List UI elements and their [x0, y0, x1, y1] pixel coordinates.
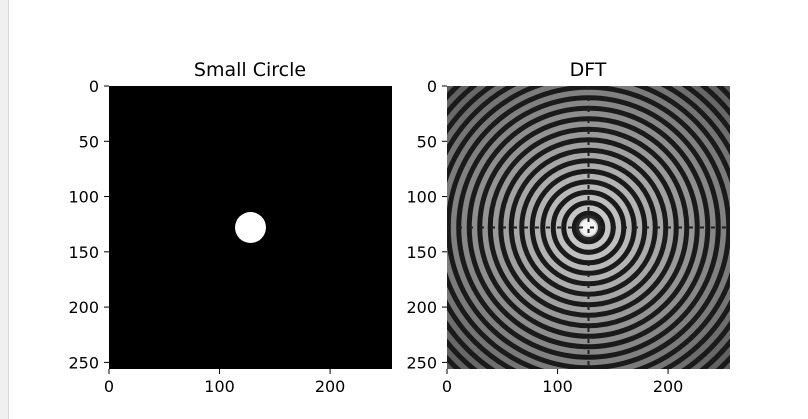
y-tick-label: 250	[406, 353, 437, 372]
y-tick-label: 200	[68, 298, 99, 317]
x-tick-label: 200	[653, 377, 684, 396]
y-tick-label: 100	[68, 188, 99, 207]
x-tick-label: 100	[204, 377, 235, 396]
x-tick-label: 200	[315, 377, 346, 396]
chart-title: Small Circle	[194, 59, 306, 81]
dft-panel: DFT 0 100 200 0 50 100 150 200 250	[406, 59, 730, 396]
dft-center-peak	[580, 219, 597, 236]
y-tick-label: 150	[68, 243, 99, 262]
dft-center-ring	[576, 215, 601, 240]
y-tick-label: 250	[68, 353, 99, 372]
dft-spectrum	[447, 86, 730, 369]
small-circle-panel: Small Circle 0 100 200 0 50 100 150 200 250	[68, 59, 392, 396]
window-left-edge	[0, 0, 9, 419]
small-circle	[235, 212, 266, 243]
x-tick-label: 0	[442, 377, 452, 396]
y-tick-label: 200	[406, 298, 437, 317]
y-tick-label: 0	[427, 77, 437, 96]
y-tick-label: 50	[79, 132, 99, 151]
x-tick-label: 0	[104, 377, 114, 396]
y-tick-label: 150	[406, 243, 437, 262]
axis-ticks: 0 100 200 0 50 100 150 200 250	[68, 77, 345, 396]
y-tick-label: 50	[417, 132, 437, 151]
y-tick-label: 100	[406, 188, 437, 207]
axis-ticks: 0 100 200 0 50 100 150 200 250	[406, 77, 683, 396]
chart-title: DFT	[570, 59, 607, 81]
x-tick-label: 100	[542, 377, 573, 396]
y-tick-label: 0	[89, 77, 99, 96]
